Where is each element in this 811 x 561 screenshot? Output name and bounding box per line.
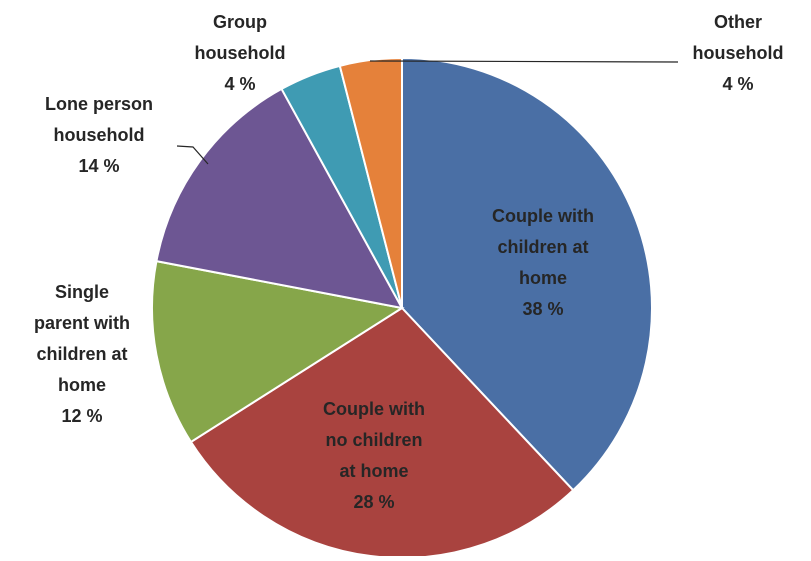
slice-name-label: household xyxy=(54,125,145,145)
slice-name-label: children at xyxy=(36,344,127,364)
slice-name-label: parent with xyxy=(34,313,130,333)
slice-lone-person-household xyxy=(155,87,404,310)
data-label-lone-person-household: Lone person household 14 % xyxy=(45,94,153,176)
slice-name-label: household xyxy=(693,43,784,63)
slice-name-label: Couple with xyxy=(492,206,594,226)
slice-name-label: home xyxy=(58,375,106,395)
pie-slices xyxy=(151,56,653,559)
leader-line-other-household xyxy=(369,60,679,63)
slice-name-label: children at xyxy=(497,237,588,257)
slice-name-label: home xyxy=(519,268,567,288)
slice-name-label: Couple with xyxy=(323,399,425,419)
leader-line-lone-person-household xyxy=(176,145,209,165)
slice-name-label: Single xyxy=(55,282,109,302)
data-label-single-parent-with-children-at-home: Single parent with children at home 12 % xyxy=(34,282,130,426)
slice-value-label: 4 % xyxy=(722,74,753,94)
slice-value-label: 4 % xyxy=(224,74,255,94)
data-label-other-household: Other household 4 % xyxy=(693,12,784,94)
slice-value-label: 28 % xyxy=(353,492,394,512)
data-label-group-household: Group household 4 % xyxy=(195,12,286,94)
slice-name-label: household xyxy=(195,43,286,63)
slice-labels: Couple with children at home 38 %Couple wit… xyxy=(34,12,784,512)
slice-name-label: Other xyxy=(714,12,762,32)
slice-value-label: 12 % xyxy=(61,406,102,426)
slice-value-label: 38 % xyxy=(522,299,563,319)
slice-name-label: no children xyxy=(325,430,422,450)
slice-name-label: at home xyxy=(339,461,408,481)
slice-value-label: 14 % xyxy=(78,156,119,176)
slice-name-label: Group xyxy=(213,12,267,32)
slice-name-label: Lone person xyxy=(45,94,153,114)
slice-couple-with-children-at-home xyxy=(401,56,653,492)
leader-lines xyxy=(176,60,679,165)
data-label-couple-with-no-children-at-home: Couple with no children at home 28 % xyxy=(323,399,425,512)
data-label-couple-with-children-at-home: Couple with children at home 38 % xyxy=(492,206,594,319)
slice-other-household xyxy=(338,56,403,309)
slice-single-parent-with-children-at-home xyxy=(151,259,405,444)
